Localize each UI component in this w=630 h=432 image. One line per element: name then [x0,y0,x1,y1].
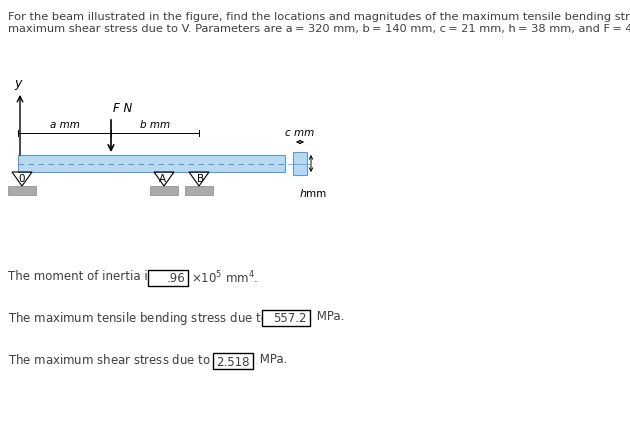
Bar [293,152,307,175]
Text: MPa.: MPa. [313,310,345,323]
Text: MPa.: MPa. [256,353,287,366]
Text: F N: F N [113,102,132,115]
Text: $\times$10$^5$ mm$^4$.: $\times$10$^5$ mm$^4$. [191,270,258,286]
Text: A: A [158,174,166,184]
Text: .96: .96 [166,273,185,286]
Text: 0: 0 [18,174,25,184]
Text: The moment of inertia is: The moment of inertia is [8,270,154,283]
Text: c mm: c mm [285,128,314,138]
Text: h: h [300,189,307,199]
Text: x: x [292,159,299,169]
Text: mm: mm [306,189,326,199]
Text: a mm: a mm [50,120,79,130]
Bar [8,186,36,195]
Bar [150,186,178,195]
Bar [148,270,188,286]
Text: 557.2: 557.2 [273,312,307,325]
Text: The maximum shear stress due to $V$ is: The maximum shear stress due to $V$ is [8,353,236,367]
Text: B: B [197,174,205,184]
Text: For the beam illustrated in the figure, find the locations and magnitudes of the: For the beam illustrated in the figure, … [8,12,630,22]
Bar [185,186,213,195]
Bar [262,310,310,326]
Text: 2.518: 2.518 [217,356,250,368]
Text: maximum shear stress due to V. Parameters are a = 320 mm, b = 140 mm, c = 21 mm,: maximum shear stress due to V. Parameter… [8,24,630,34]
Text: The maximum tensile bending stress due to $M$ is: The maximum tensile bending stress due t… [8,310,295,327]
Bar [213,353,253,369]
Bar [18,155,285,172]
Text: b mm: b mm [140,120,170,130]
Text: y: y [14,77,21,90]
